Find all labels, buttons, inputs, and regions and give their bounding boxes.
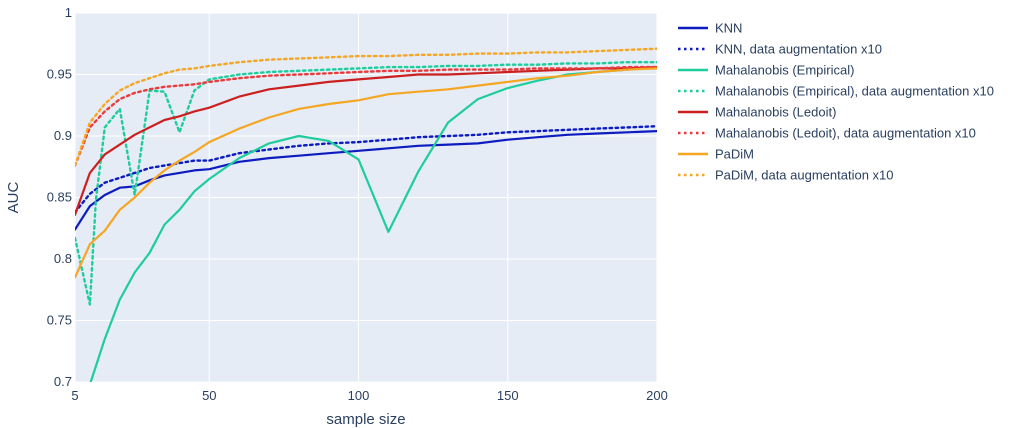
series-line-6 [75,65,657,167]
legend[interactable]: KNN KNN, data augmentation x10 Mahalanobis… [678,21,994,183]
y-tick-label: 0.8 [54,251,72,266]
x-axis-ticks: 5 50 100 150 200 [71,388,667,403]
legend-item-5[interactable]: Mahalanobis (Ledoit) [678,105,836,120]
series-line-8 [75,47,657,167]
legend-item-6[interactable]: Mahalanobis (Ledoit), data augmentation … [678,126,976,141]
y-tick-label: 0.7 [54,374,72,389]
y-tick-label: 0.75 [47,313,72,328]
x-tick-label: 100 [348,388,370,403]
legend-item-2[interactable]: KNN, data augmentation x10 [678,42,882,57]
x-tick-label: 5 [71,388,78,403]
x-tick-label: 50 [202,388,216,403]
legend-label: KNN [715,21,742,36]
series-line-2 [75,124,657,214]
y-tick-label: 0.85 [47,190,72,205]
series-line-5 [75,65,657,216]
legend-item-8[interactable]: PaDiM, data augmentation x10 [678,168,894,183]
x-tick-label: 150 [497,388,519,403]
y-axis-ticks: 0.7 0.75 0.8 0.85 0.9 0.95 1 [47,5,72,389]
legend-item-3[interactable]: Mahalanobis (Empirical) [678,63,854,78]
series-line-1 [75,130,657,231]
legend-label: Mahalanobis (Empirical) [715,63,854,78]
legend-label: Mahalanobis (Ledoit), data augmentation … [715,126,976,141]
data-lines [75,47,657,382]
series-line-4 [75,61,657,306]
x-axis-title: sample size [326,411,405,428]
series-line-7 [75,67,657,279]
y-tick-label: 1 [65,5,72,20]
y-axis-title: AUC [5,181,22,213]
x-tick-label: 200 [646,388,668,403]
y-tick-label: 0.9 [54,128,72,143]
legend-label: Mahalanobis (Empirical), data augmentati… [715,84,994,99]
legend-label: PaDiM [715,147,754,162]
legend-item-7[interactable]: PaDiM [678,147,754,162]
series-line-3 [89,65,657,382]
legend-label: KNN, data augmentation x10 [715,42,882,57]
y-tick-label: 0.95 [47,67,72,82]
legend-label: PaDiM, data augmentation x10 [715,168,894,183]
legend-item-4[interactable]: Mahalanobis (Empirical), data augmentati… [678,84,994,99]
legend-item-1[interactable]: KNN [678,21,742,36]
legend-label: Mahalanobis (Ledoit) [715,105,836,120]
